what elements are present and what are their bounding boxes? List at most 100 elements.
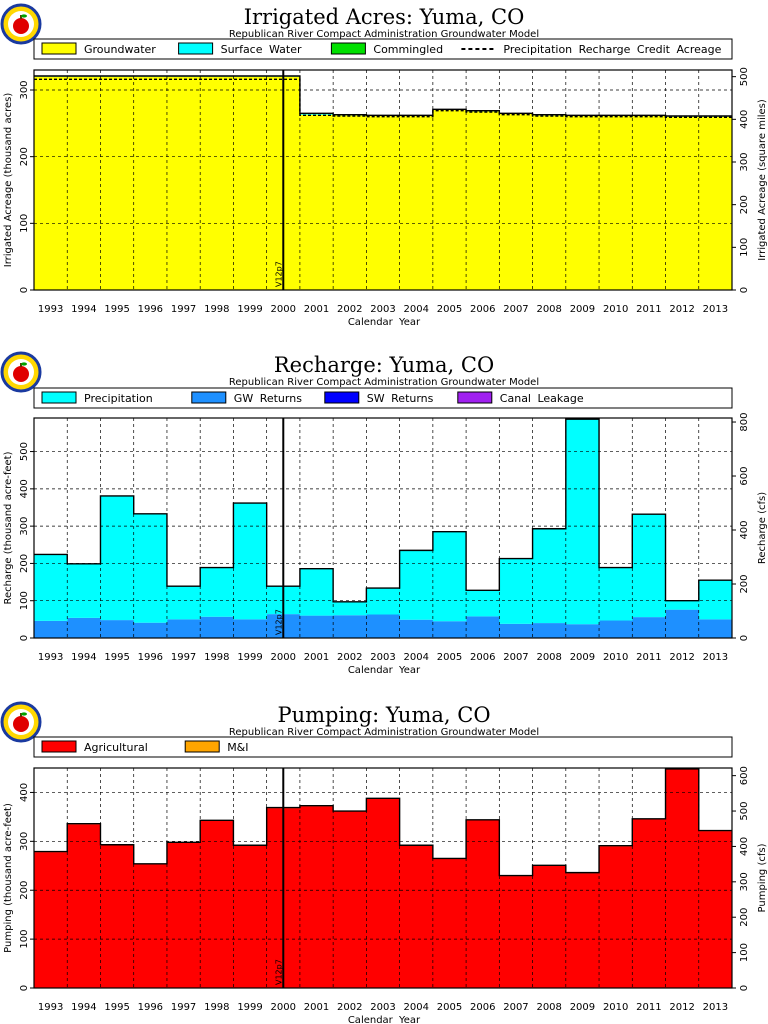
y-axis-label: Irrigated Acreage (thousand acres) — [3, 93, 14, 268]
x-tick-label: 2002 — [337, 304, 362, 315]
y-tick-label: 100 — [19, 214, 30, 233]
legend-label: Precipitation Recharge Credit Acreage — [503, 43, 721, 56]
y-tick-label: 500 — [19, 442, 30, 461]
legend-item-2: Surface Water — [178, 42, 302, 56]
x-tick-label: 1999 — [237, 304, 262, 315]
legend-swatch — [191, 391, 227, 404]
legend-swatch — [324, 391, 360, 404]
y-tick-label: 200 — [19, 554, 30, 573]
plot-frame — [33, 69, 733, 291]
x-tick-label: 1993 — [38, 652, 63, 663]
x-tick-label: 2012 — [669, 1002, 694, 1013]
y-right-tick-label: 500 — [739, 67, 750, 86]
x-tick-label: 2013 — [703, 304, 728, 315]
bar-2011 — [632, 819, 666, 988]
y-tick-label: 200 — [19, 147, 30, 166]
y-right-axis-label: Pumping (cfs) — [757, 843, 768, 912]
x-tick-label: 2004 — [404, 652, 429, 663]
y-right-tick-label: 200 — [739, 908, 750, 927]
x-axis-label: Calendar Year — [348, 317, 421, 328]
y-right-axis-label: Recharge (cfs) — [757, 492, 768, 564]
y-right-tick-label: 0 — [739, 287, 750, 293]
bar-2002 — [333, 615, 367, 638]
logo-leaf-1 — [21, 362, 27, 366]
stack-outline — [34, 768, 732, 877]
x-tick-label: 1998 — [204, 652, 229, 663]
x-tick-label: 2002 — [337, 652, 362, 663]
bar-2008 — [532, 115, 567, 290]
bar-1996 — [133, 513, 168, 623]
series-precipitation — [34, 419, 733, 625]
bar-2012 — [665, 116, 700, 291]
legend-swatch — [330, 42, 366, 55]
legend-item-3: SW Returns — [324, 391, 434, 405]
series-groundwater — [34, 76, 733, 291]
bar-2011 — [632, 514, 666, 618]
bar-2013 — [698, 116, 733, 291]
x-tick-label: 2006 — [470, 304, 495, 315]
x-axis-label: Calendar Year — [348, 665, 421, 676]
bar-1993 — [34, 852, 68, 988]
bar-1995 — [100, 620, 135, 638]
x-tick-label: 2000 — [271, 1002, 296, 1013]
x-tick-label: 2000 — [271, 304, 296, 315]
y-right-tick-label: 0 — [739, 635, 750, 641]
x-tick-label: 1995 — [104, 1002, 129, 1013]
x-tick-label: 1993 — [38, 1002, 63, 1013]
bar-2009 — [565, 873, 600, 988]
bar-2004 — [399, 116, 434, 290]
x-tick-label: 2010 — [603, 652, 628, 663]
bar-2009 — [565, 116, 600, 290]
x-tick-label: 2006 — [470, 652, 495, 663]
y-right-tick-label: 500 — [739, 801, 750, 820]
bar-1998 — [200, 567, 234, 617]
model-version-label: V12p7 — [274, 261, 283, 287]
logo-stem-0 — [20, 15, 22, 19]
legend-swatch — [457, 391, 493, 404]
x-tick-label: 1998 — [204, 1002, 229, 1013]
x-tick-label: 2009 — [570, 1002, 595, 1013]
x-tick-label: 2001 — [304, 304, 329, 315]
bar-1994 — [67, 617, 101, 638]
bar-2003 — [366, 588, 401, 615]
y-right-axis-label: Irrigated Acreage (square miles) — [757, 99, 768, 261]
x-tick-label: 1995 — [104, 652, 129, 663]
y-right-tick-label: 0 — [739, 985, 750, 991]
y-tick-label: 100 — [19, 591, 30, 610]
x-tick-label: 1999 — [237, 1002, 262, 1013]
y-tick-label: 300 — [19, 517, 30, 536]
bar-1994 — [67, 563, 101, 618]
bar-1995 — [100, 845, 135, 988]
bar-2001 — [299, 615, 334, 638]
y-tick-label: 400 — [19, 479, 30, 498]
bar-2001 — [299, 114, 334, 291]
bar-2012 — [665, 769, 700, 988]
x-tick-label: 2001 — [304, 652, 329, 663]
x-tick-label: 2012 — [669, 652, 694, 663]
bar-2002 — [333, 601, 367, 616]
x-tick-label: 1994 — [71, 652, 96, 663]
chart-title: Irrigated Acres: Yuma, CO — [244, 5, 525, 29]
y-tick-label: 0 — [19, 635, 30, 641]
bar-2006 — [466, 590, 500, 617]
bar-2003 — [366, 116, 401, 290]
logo-stem-1 — [20, 363, 22, 367]
bar-2006 — [466, 111, 500, 290]
bar-1993 — [34, 76, 68, 291]
chart-subtitle: Republican River Compact Administration … — [229, 377, 539, 388]
bar-2005 — [432, 858, 467, 988]
bar-2004 — [399, 619, 434, 638]
series-agricultural — [34, 769, 733, 988]
x-tick-label: 2008 — [536, 1002, 561, 1013]
legend-label: M&I — [227, 741, 248, 754]
bar-2001 — [299, 568, 334, 616]
bar-2001 — [299, 806, 334, 988]
y-axis-label: Recharge (thousand acre-feet) — [3, 451, 14, 604]
x-tick-label: 2005 — [437, 652, 462, 663]
bar-1993 — [34, 620, 68, 638]
bar-1993 — [34, 554, 68, 621]
logo-stem-2 — [20, 713, 22, 717]
